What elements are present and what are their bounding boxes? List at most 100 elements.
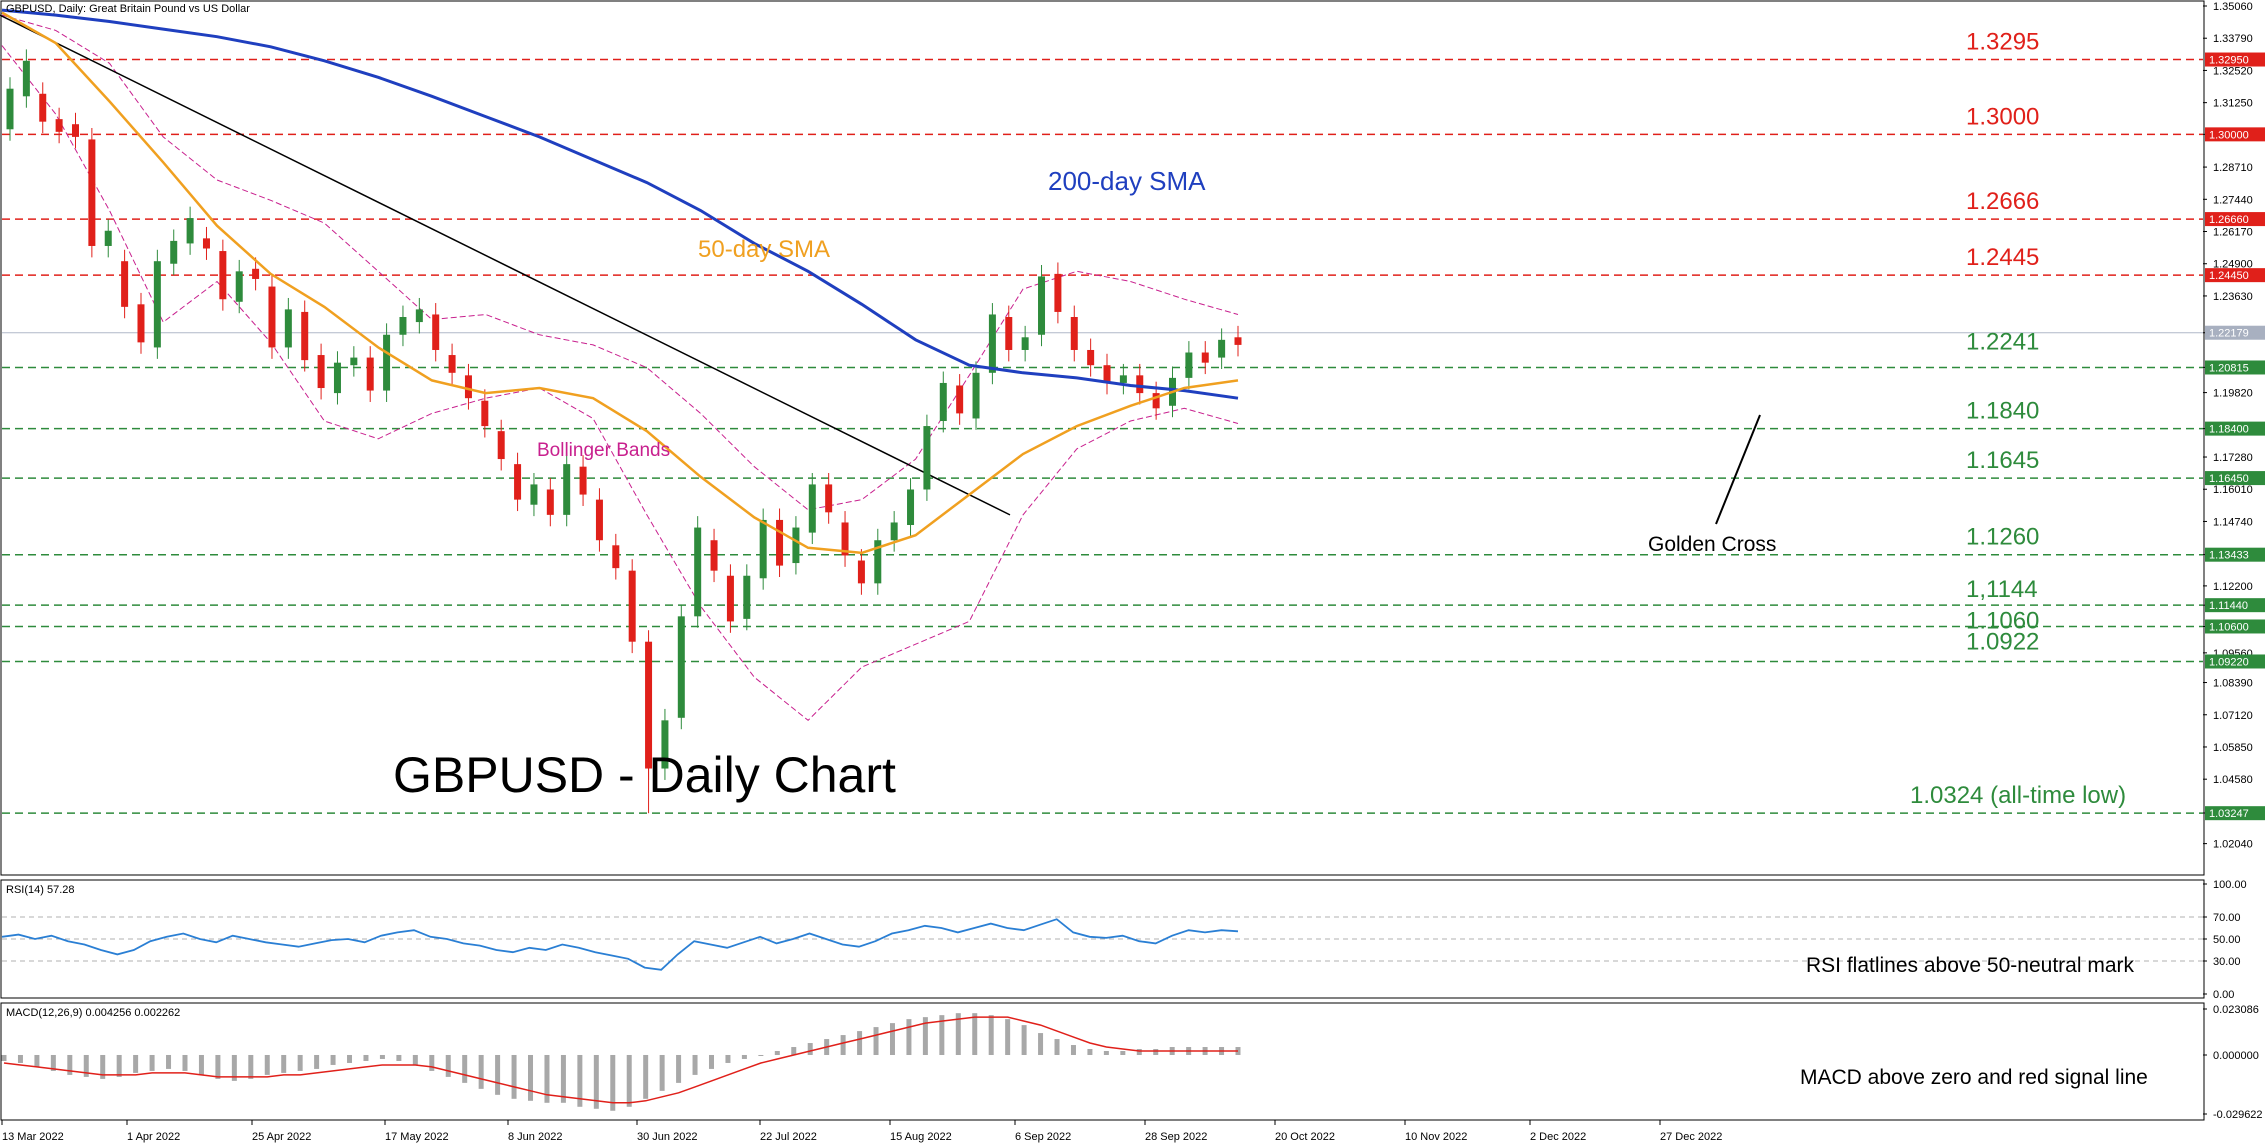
bear-candle <box>1103 365 1111 383</box>
bear-candle <box>497 431 505 460</box>
bear-candle <box>252 268 260 279</box>
bull-candle <box>743 575 751 619</box>
y-tick-label: 1.07120 <box>2213 710 2253 722</box>
macd-histogram-bar <box>445 1054 451 1077</box>
bull-candle <box>792 527 800 564</box>
macd-histogram-bar <box>1054 1039 1060 1055</box>
y-tick-label: 1.14740 <box>2213 516 2253 528</box>
resistance-price-tag <box>2205 212 2265 227</box>
macd-histogram-bar <box>462 1054 468 1083</box>
macd-histogram-bar <box>741 1054 747 1059</box>
support-price-tag <box>2205 547 2265 562</box>
price-pane-frame <box>0 0 2205 876</box>
support-level-label: 1.1060 <box>1966 607 2039 634</box>
bull-candle <box>186 218 194 244</box>
x-tick-label: 28 Sep 2022 <box>1145 1131 1207 1143</box>
macd-histogram-bar <box>133 1054 139 1073</box>
resistance-level-label: 1.2445 <box>1966 244 2039 271</box>
macd-histogram-bar <box>544 1054 550 1103</box>
bear-candle <box>88 139 96 246</box>
x-tick-label: 27 Dec 2022 <box>1660 1131 1722 1143</box>
bear-candle <box>1070 316 1078 350</box>
support-price-tag <box>2205 806 2265 821</box>
bull-candle <box>1185 352 1193 378</box>
macd-histogram-bar <box>857 1031 863 1055</box>
macd-histogram-bar <box>264 1054 270 1075</box>
rsi-y-tick-label: 0.00 <box>2213 989 2234 1001</box>
macd-histogram-bar <box>100 1054 106 1079</box>
bear-candle <box>1005 316 1013 350</box>
macd-histogram-bar <box>1021 1025 1027 1055</box>
bull-candle <box>284 309 292 348</box>
support-level-label: 1.2241 <box>1966 328 2039 355</box>
bear-candle <box>1136 375 1144 394</box>
macd-histogram-bar <box>363 1054 369 1061</box>
bull-candle <box>399 316 407 335</box>
macd-histogram-bar <box>347 1054 353 1063</box>
chart-title: GBPUSD - Daily Chart <box>393 747 896 803</box>
x-tick-label: 20 Oct 2022 <box>1275 1131 1335 1143</box>
current-price-tag-text: 1.22179 <box>2209 328 2249 340</box>
bull-candle <box>170 240 178 264</box>
macd-histogram-bar <box>34 1054 40 1067</box>
macd-histogram-bar <box>659 1054 665 1091</box>
rsi-y-tick-label: 50.00 <box>2213 934 2241 946</box>
bear-candle <box>268 286 276 348</box>
macd-histogram-bar <box>511 1054 517 1099</box>
y-tick-label: 1.26170 <box>2213 227 2253 239</box>
rsi-y-tick-label: 70.00 <box>2213 912 2241 924</box>
bear-candle <box>71 124 79 137</box>
bull-candle <box>972 372 980 419</box>
bear-candle <box>595 499 603 541</box>
y-tick-label: 1.35060 <box>2213 1 2253 13</box>
price-tag-text: 1.30000 <box>2209 129 2249 141</box>
y-tick-label: 1.16010 <box>2213 484 2253 496</box>
x-tick-label: 1 Apr 2022 <box>127 1131 180 1143</box>
macd-histogram-bar <box>166 1054 172 1069</box>
bull-candle <box>530 484 538 505</box>
x-tick-label: 25 Apr 2022 <box>252 1131 311 1143</box>
bear-candle <box>857 560 865 584</box>
bear-candle <box>1201 352 1209 363</box>
macd-histogram-bar <box>840 1035 846 1055</box>
x-tick-label: 15 Aug 2022 <box>890 1131 952 1143</box>
macd-histogram-bar <box>758 1054 764 1056</box>
y-tick-label: 1.31250 <box>2213 98 2253 110</box>
price-pane: 1.35060 1.33790 1.32520 1.31250 1.30000 1.287… <box>0 0 2265 876</box>
y-tick-label: 1.05850 <box>2213 742 2253 754</box>
bull-candle <box>677 616 685 718</box>
bull-candle <box>661 720 669 769</box>
macd-histogram-bar <box>17 1054 23 1063</box>
price-tag-text: 1.10600 <box>2209 621 2249 633</box>
bull-candle <box>907 489 915 526</box>
macd-histogram-bar <box>676 1054 682 1083</box>
macd-histogram-bar <box>791 1047 797 1055</box>
support-level-label: 1,1144 <box>1966 576 2038 603</box>
bull-candle <box>874 540 882 584</box>
price-tag-text: 1.20815 <box>2209 362 2249 374</box>
macd-histogram-bar <box>83 1054 89 1077</box>
y-tick-label: 1.23630 <box>2213 291 2253 303</box>
bear-candle <box>628 570 636 642</box>
bull-candle <box>6 88 14 130</box>
macd-histogram-bar <box>906 1019 912 1055</box>
macd-y-tick-label: -0.029622 <box>2213 1109 2263 1121</box>
bollinger-lower-band <box>1 45 1239 721</box>
bull-candle <box>235 271 243 302</box>
macd-histogram-bar <box>922 1017 928 1055</box>
y-tick-label: 1.17280 <box>2213 452 2253 464</box>
macd-histogram-bar <box>939 1015 945 1055</box>
x-tick-label: 8 Jun 2022 <box>508 1131 562 1143</box>
price-tag-text: 1.26660 <box>2209 214 2249 226</box>
bull-candle <box>808 484 816 533</box>
macd-histogram-bar <box>182 1054 188 1071</box>
bear-candle <box>612 545 620 569</box>
macd-pane: MACD(12,26,9) 0.004256 0.002262 0.023086… <box>0 1002 2263 1121</box>
price-tag-text: 1.09220 <box>2209 656 2249 668</box>
macd-histogram-bar <box>396 1054 402 1061</box>
macd-histogram-bar <box>1087 1049 1093 1055</box>
rsi-y-tick-label: 30.00 <box>2213 956 2241 968</box>
macd-histogram-bar <box>692 1054 698 1075</box>
macd-histogram-bar <box>297 1054 303 1071</box>
macd-histogram-bar <box>528 1054 534 1101</box>
